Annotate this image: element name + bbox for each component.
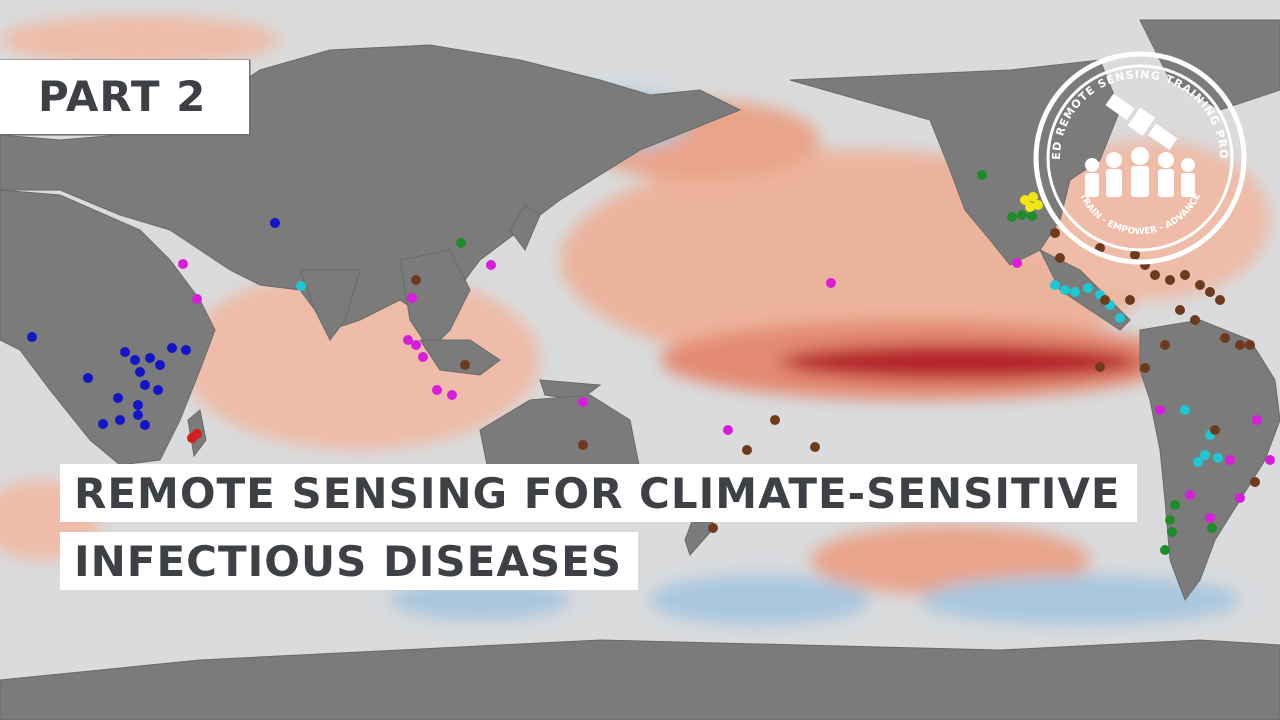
satellite-icon — [1105, 93, 1178, 150]
title-line-2: INFECTIOUS DISEASES — [60, 532, 639, 590]
marker-group-green — [456, 170, 1217, 555]
marker-group-cyan — [296, 280, 1223, 467]
arset-logo: APPLIED REMOTE SENSING TRAINING PROGRAM … — [1032, 50, 1247, 265]
disease-markers — [27, 170, 1275, 555]
marker-group-red — [187, 429, 202, 443]
logo-motto: TRAIN - EMPOWER - ADVANCE — [1077, 192, 1203, 237]
part-badge: PART 2 — [0, 60, 249, 134]
marker-group-yellow — [1020, 192, 1043, 212]
title-line-1: REMOTE SENSING FOR CLIMATE-SENSITIVE — [60, 464, 1137, 522]
marker-group-magenta — [178, 258, 1275, 523]
marker-group-blue — [27, 218, 280, 430]
people-icon — [1085, 147, 1195, 197]
